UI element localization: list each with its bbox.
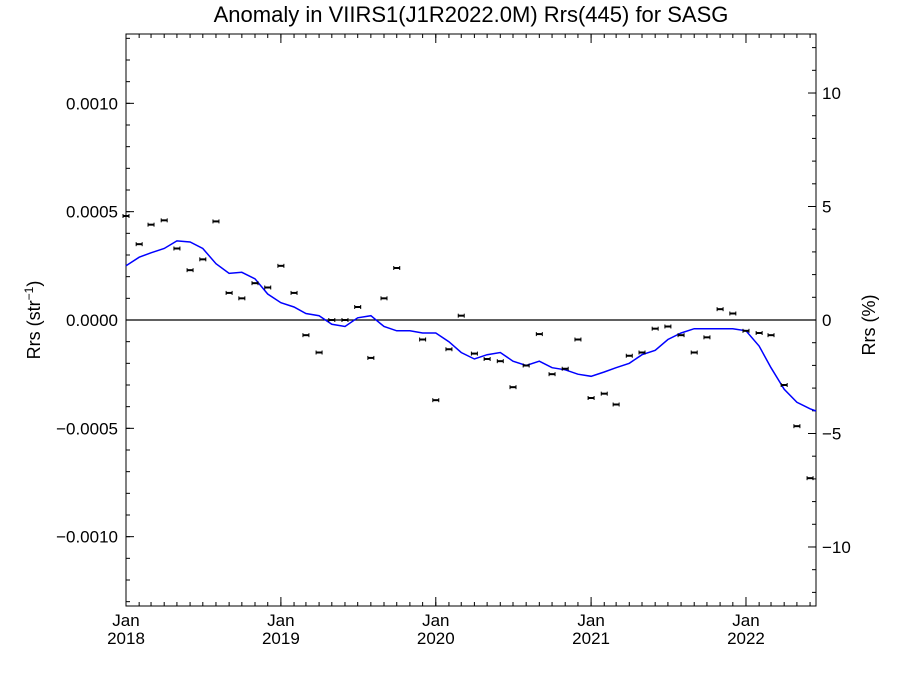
anomaly-point — [509, 385, 517, 390]
y-axis-label: Rrs (str−1) — [22, 281, 44, 360]
y-axis-label-close: ) — [24, 281, 44, 287]
anomaly-point — [612, 402, 620, 407]
x-tick-year: 2019 — [262, 629, 300, 648]
anomaly-point — [238, 296, 246, 301]
x-tick-month: Jan — [112, 611, 139, 630]
anomaly-point — [432, 398, 440, 403]
x-tick-month: Jan — [732, 611, 759, 630]
plot-area — [122, 214, 817, 481]
anomaly-point — [302, 333, 310, 338]
anomaly-point — [393, 266, 401, 270]
y2-tick-label: −5 — [822, 424, 841, 443]
anomaly-point — [251, 281, 259, 286]
running-mean-line — [125, 240, 817, 412]
anomaly-point — [419, 337, 427, 342]
anomaly-point — [742, 328, 750, 333]
y-tick-label: −0.0010 — [56, 528, 118, 547]
chart-title: Anomaly in VIIRS1(J1R2022.0M) Rrs(445) f… — [214, 2, 729, 27]
anomaly-point — [677, 333, 685, 338]
anomaly-point — [690, 350, 698, 355]
anomaly-point — [651, 326, 659, 331]
anomaly-point — [587, 396, 595, 400]
anomaly-point — [729, 311, 737, 316]
y2-tick-label: −10 — [822, 538, 851, 557]
anomaly-point — [199, 257, 207, 262]
anomaly-point — [354, 305, 362, 309]
y-tick-label: 0.0010 — [66, 94, 118, 113]
x-tick-month: Jan — [267, 611, 294, 630]
anomaly-point — [793, 424, 801, 429]
anomaly-point — [755, 331, 763, 335]
anomaly-point — [625, 353, 633, 358]
anomaly-point — [160, 218, 168, 223]
anomaly-point — [664, 324, 672, 329]
anomaly-point — [147, 222, 155, 227]
anomaly-point — [780, 383, 788, 387]
y-tick-label: 0.0000 — [66, 311, 118, 330]
y-axis-right: 10 5 0 −5 −10 — [808, 84, 851, 557]
anomaly-point — [186, 268, 194, 273]
anomaly-point — [716, 307, 724, 312]
anomaly-point — [522, 363, 530, 368]
y2-tick-label: 10 — [822, 84, 841, 103]
anomaly-point — [290, 290, 298, 295]
anomaly-point — [122, 214, 130, 218]
anomaly-point — [328, 318, 336, 322]
anomaly-point — [483, 357, 491, 361]
anomaly-point — [470, 351, 478, 356]
anomaly-point — [574, 337, 582, 342]
anomaly-point — [767, 333, 775, 338]
anomaly-point — [548, 372, 556, 377]
y-tick-label: 0.0005 — [66, 203, 118, 222]
anomaly-point — [135, 242, 143, 247]
anomaly-point — [445, 347, 453, 352]
y-axis-label-superscript: −1 — [22, 286, 36, 300]
anomaly-point — [806, 476, 814, 481]
x-tick-month: Jan — [422, 611, 449, 630]
anomaly-points — [122, 214, 814, 481]
anomaly-point — [561, 366, 569, 371]
anomaly-point — [341, 318, 349, 322]
anomaly-point — [277, 263, 285, 268]
anomaly-point — [457, 313, 465, 318]
anomaly-point — [173, 246, 181, 251]
y2-axis-label: Rrs (%) — [859, 295, 879, 356]
anomaly-point — [380, 296, 388, 301]
x-tick-year: 2021 — [572, 629, 610, 648]
anomaly-point — [212, 219, 220, 224]
anomaly-point — [367, 355, 375, 360]
y-axis-left: 0.0010 0.0005 0.0000 −0.0005 −0.0010 — [56, 94, 134, 547]
anomaly-point — [638, 350, 646, 355]
x-tick-year: 2018 — [107, 629, 145, 648]
anomaly-point — [535, 332, 543, 337]
anomaly-point — [225, 290, 233, 295]
x-tick-year: 2020 — [417, 629, 455, 648]
y2-tick-label: 5 — [822, 198, 831, 217]
y-tick-label: −0.0005 — [56, 419, 118, 438]
minor-ticks — [125, 34, 816, 606]
x-tick-year: 2022 — [727, 629, 765, 648]
anomaly-point — [315, 350, 323, 355]
anomaly-point — [703, 335, 711, 340]
anomaly-point — [600, 391, 608, 396]
y2-tick-label: 0 — [822, 311, 831, 330]
y-axis-label-text: Rrs (str — [24, 300, 44, 359]
anomaly-point — [264, 285, 272, 290]
anomaly-point — [496, 359, 504, 364]
x-tick-month: Jan — [577, 611, 604, 630]
